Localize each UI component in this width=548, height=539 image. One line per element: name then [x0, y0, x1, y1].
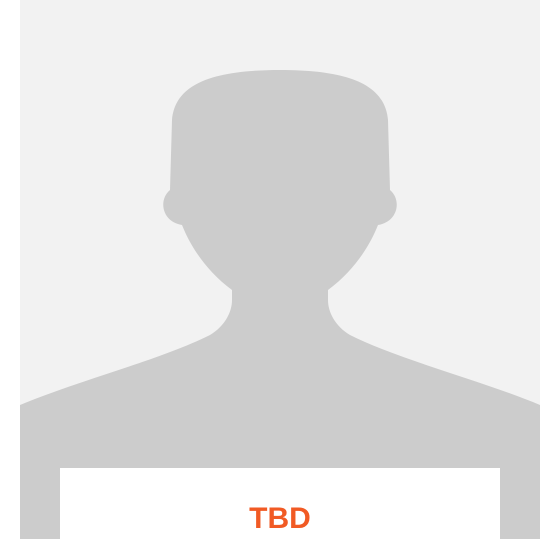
- avatar-placeholder: [20, 0, 540, 539]
- name-panel: TBD: [60, 468, 500, 539]
- silhouette: [20, 70, 540, 539]
- profile-name: TBD: [249, 502, 311, 535]
